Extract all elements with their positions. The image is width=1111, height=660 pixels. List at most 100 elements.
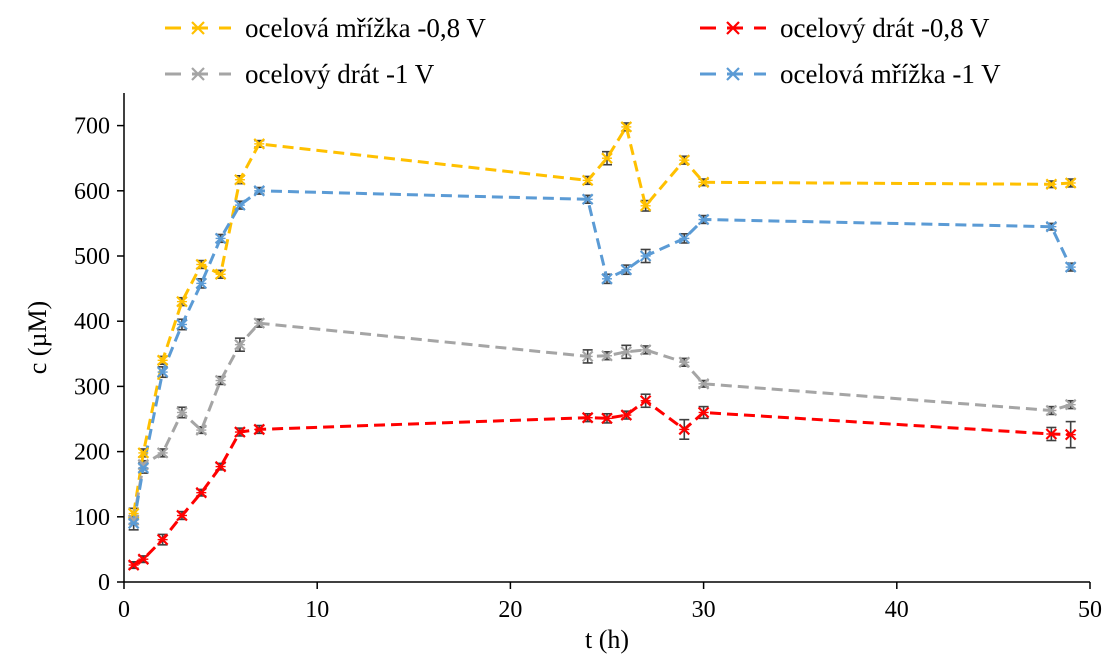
legend-entry: ocelový drát -0,8 V — [700, 13, 990, 43]
data-point — [214, 460, 227, 473]
data-point — [1045, 178, 1058, 191]
data-point — [156, 366, 169, 378]
y-tick-label: 400 — [74, 309, 110, 335]
x-tick-label: 10 — [305, 597, 329, 623]
data-point — [127, 517, 140, 530]
series-line — [132, 125, 1071, 514]
data-point — [620, 263, 633, 276]
data-point — [137, 447, 150, 459]
series-lines — [132, 125, 1073, 567]
x-tick-label: 40 — [885, 597, 909, 623]
axes — [123, 93, 1090, 583]
data-point — [581, 193, 594, 206]
legend-entry: ocelový drát -1 V — [165, 59, 435, 89]
data-point — [639, 200, 652, 212]
data-point — [1045, 428, 1058, 440]
data-point — [620, 346, 633, 358]
data-point — [234, 173, 246, 186]
data-point — [176, 318, 188, 331]
x-axis-title: t (h) — [585, 625, 629, 654]
data-point — [176, 406, 188, 419]
data-point — [127, 559, 140, 571]
data-point — [581, 411, 594, 424]
data-point — [195, 486, 208, 499]
y-tick-label: 0 — [98, 570, 110, 596]
legend-marker — [191, 67, 205, 81]
data-point — [253, 317, 266, 329]
data-point — [195, 424, 208, 436]
data-point — [581, 350, 594, 363]
legend-marker — [726, 67, 740, 81]
series-line — [132, 189, 1073, 524]
data-point — [601, 412, 613, 425]
legend-marker — [191, 21, 205, 35]
data-markers — [127, 121, 1077, 571]
data-point — [195, 277, 208, 290]
data-point — [601, 349, 613, 362]
x-tick-label: 50 — [1078, 597, 1102, 623]
data-point — [639, 344, 652, 356]
legend-marker — [726, 21, 740, 35]
y-tick-label: 300 — [74, 374, 110, 400]
data-point — [176, 295, 188, 308]
data-point — [156, 447, 169, 459]
legend-label: ocelový drát -0,8 V — [780, 13, 990, 43]
data-point — [137, 553, 150, 565]
data-point — [234, 338, 246, 351]
y-tick-label: 500 — [74, 244, 110, 270]
data-point — [678, 154, 691, 166]
data-point — [1064, 398, 1077, 411]
data-point — [1064, 177, 1077, 189]
data-point — [176, 509, 188, 522]
y-tick-label: 200 — [74, 440, 110, 466]
data-point — [697, 213, 710, 226]
data-point — [214, 232, 227, 245]
series-line — [132, 321, 1072, 521]
x-tick-label: 0 — [118, 597, 130, 623]
x-axis-ticks: 0 10 20 30 40 50 — [118, 582, 1102, 623]
data-point — [601, 152, 613, 164]
data-point — [156, 533, 169, 546]
data-point — [253, 138, 266, 150]
data-point — [1064, 428, 1077, 441]
series-line — [132, 399, 1071, 567]
data-point — [639, 250, 652, 262]
y-axis-ticks: 0 100 200 300 400 500 600 700 — [74, 114, 124, 596]
legend-label: ocelový drát -1 V — [245, 59, 435, 89]
x-tick-label: 30 — [692, 597, 716, 623]
data-point — [697, 378, 710, 390]
data-point — [214, 374, 227, 387]
data-point — [253, 185, 266, 197]
data-point — [253, 423, 266, 436]
y-tick-label: 600 — [74, 179, 110, 205]
data-point — [214, 268, 227, 281]
legend-entry: ocelová mřížka -0,8 V — [165, 13, 486, 43]
data-point — [697, 406, 710, 419]
y-axis-title: c (µM) — [23, 301, 52, 374]
error-bars — [128, 122, 1076, 570]
data-point — [234, 199, 246, 211]
x-tick-label: 20 — [498, 597, 522, 623]
data-point — [601, 273, 613, 285]
data-point — [620, 409, 633, 421]
legend: ocelová mřížka -0,8 V ocelový drát -0,8 V… — [165, 13, 1001, 89]
data-point — [234, 426, 246, 438]
data-point — [195, 258, 208, 271]
data-point — [1045, 220, 1058, 233]
data-point — [639, 394, 652, 407]
data-point — [581, 174, 594, 187]
y-tick-label: 700 — [74, 114, 110, 140]
y-tick-label: 100 — [74, 505, 110, 531]
data-point — [678, 232, 691, 245]
data-point — [1064, 261, 1077, 273]
data-point — [137, 462, 150, 474]
legend-entry: ocelová mřížka -1 V — [700, 59, 1001, 89]
data-point — [678, 356, 691, 369]
data-point — [156, 354, 169, 367]
data-point — [620, 121, 633, 133]
legend-label: ocelová mřížka -0,8 V — [245, 13, 486, 43]
data-point — [678, 423, 691, 436]
legend-label: ocelová mřížka -1 V — [780, 59, 1001, 89]
data-point — [697, 176, 710, 189]
